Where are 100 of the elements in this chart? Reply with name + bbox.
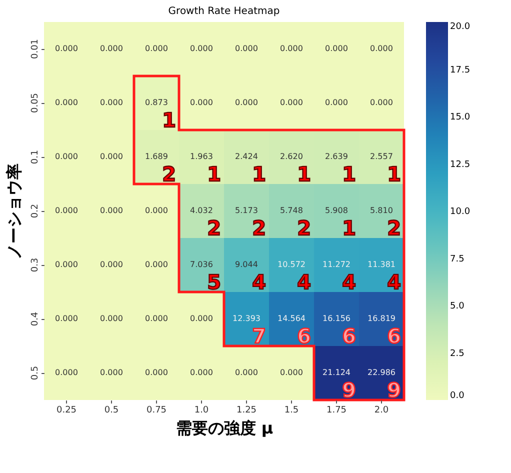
- annotation: 1: [297, 162, 311, 186]
- data-label: 9.044: [235, 260, 258, 269]
- color-bar-label: 7.5: [450, 254, 464, 264]
- data-label: 0.000: [55, 206, 78, 215]
- color-bar-label: 15.0: [450, 112, 470, 122]
- data-label: 0.000: [100, 206, 123, 215]
- data-label: 0.000: [100, 368, 123, 377]
- y-tick-label: 0.2: [30, 204, 40, 218]
- data-label: 0.000: [55, 98, 78, 107]
- data-label: 4.032: [190, 206, 213, 215]
- annotation: 5: [207, 270, 221, 294]
- data-label: 1.963: [190, 152, 213, 161]
- data-label: 0.000: [55, 368, 78, 377]
- y-tick-label: 0.3: [30, 258, 40, 272]
- data-label: 0.000: [280, 98, 303, 107]
- color-bar-label: 10.0: [450, 207, 470, 217]
- x-tick-label: 1.25: [236, 406, 257, 416]
- annotation: 4: [342, 270, 356, 294]
- chart-title: Growth Rate Heatmap: [168, 6, 280, 17]
- data-label: 5.173: [235, 206, 258, 215]
- annotation: 1: [162, 108, 176, 132]
- data-label: 16.156: [322, 314, 350, 323]
- data-label: 0.000: [145, 260, 168, 269]
- annotation: 1: [207, 162, 221, 186]
- color-bar-label: 12.5: [450, 160, 470, 170]
- data-label: 0.000: [145, 44, 168, 53]
- annotation: 7: [252, 324, 266, 348]
- y-tick-label: 0.05: [30, 92, 40, 114]
- data-label: 2.639: [325, 152, 348, 161]
- color-bar-label: 17.5: [450, 65, 470, 76]
- x-tick-label: 1.0: [194, 406, 209, 416]
- data-label: 5.810: [370, 206, 393, 215]
- data-label: 0.000: [190, 314, 213, 323]
- data-label: 0.000: [100, 260, 123, 269]
- annotation: 9: [387, 378, 401, 402]
- annotation: 2: [207, 216, 221, 240]
- data-label: 0.000: [325, 44, 348, 53]
- annotation: 6: [297, 324, 311, 348]
- annotation: 4: [387, 270, 401, 294]
- data-label: 11.381: [368, 260, 396, 269]
- annotation: 6: [342, 324, 356, 348]
- data-label: 0.000: [145, 206, 168, 215]
- x-axis-title: 需要の強度 μ: [176, 418, 274, 438]
- data-label: 16.819: [368, 314, 396, 323]
- y-tick-label: 0.01: [30, 38, 40, 60]
- data-label: 11.272: [322, 260, 350, 269]
- data-label: 22.986: [368, 368, 396, 377]
- data-label: 0.000: [100, 314, 123, 323]
- data-label: 5.908: [325, 206, 348, 215]
- data-label: 21.124: [322, 368, 350, 377]
- data-label: 0.873: [145, 98, 168, 107]
- data-label: 12.393: [232, 314, 260, 323]
- annotation: 2: [162, 162, 176, 186]
- data-label: 2.620: [280, 152, 303, 161]
- data-label: 5.748: [280, 206, 303, 215]
- y-tick-label: 0.1: [30, 150, 40, 164]
- annotation: 2: [387, 216, 401, 240]
- y-tick-label: 0.4: [30, 312, 40, 326]
- data-label: 0.000: [235, 44, 258, 53]
- data-label: 1.689: [145, 152, 168, 161]
- data-label: 7.036: [190, 260, 213, 269]
- data-label: 0.000: [100, 44, 123, 53]
- x-tick-label: 1.5: [284, 406, 299, 416]
- annotation: 2: [297, 216, 311, 240]
- data-label: 10.572: [278, 260, 306, 269]
- data-label: 0.000: [55, 260, 78, 269]
- color-bar-label: 2.5: [450, 348, 464, 359]
- data-label: 2.557: [370, 152, 393, 161]
- data-label: 0.000: [55, 314, 78, 323]
- data-label: 2.424: [235, 152, 258, 161]
- color-bar-label: 0.0: [450, 391, 465, 401]
- data-label: 0.000: [190, 368, 213, 377]
- x-tick-label: 1.75: [326, 406, 347, 416]
- x-tick-label: 0.25: [56, 406, 77, 416]
- y-tick-label: 0.5: [30, 366, 40, 380]
- annotation: 4: [297, 270, 311, 294]
- data-label: 0.000: [55, 44, 78, 53]
- data-label: 0.000: [280, 368, 303, 377]
- data-label: 0.000: [190, 98, 213, 107]
- color-bar-label: 5.0: [450, 302, 465, 312]
- data-label: 0.000: [370, 98, 393, 107]
- data-label: 0.000: [190, 44, 213, 53]
- y-axis-title: ノーショウ率: [4, 164, 24, 260]
- annotation: 1: [342, 216, 356, 240]
- x-tick-label: 0.75: [146, 406, 167, 416]
- data-label: 0.000: [145, 314, 168, 323]
- x-tick-label: 0.5: [104, 406, 119, 416]
- annotation: 1: [342, 162, 356, 186]
- data-label: 0.000: [55, 152, 78, 161]
- data-label: 0.000: [280, 44, 303, 53]
- data-label: 0.000: [100, 98, 123, 107]
- annotation: 6: [387, 324, 401, 348]
- data-label: 14.564: [278, 314, 306, 323]
- data-label: 0.000: [100, 152, 123, 161]
- x-tick-label: 2.0: [374, 406, 389, 416]
- data-label: 0.000: [370, 44, 393, 53]
- annotation: 2: [252, 216, 266, 240]
- data-label: 0.000: [145, 368, 168, 377]
- annotation: 9: [342, 378, 356, 402]
- annotation: 1: [387, 162, 401, 186]
